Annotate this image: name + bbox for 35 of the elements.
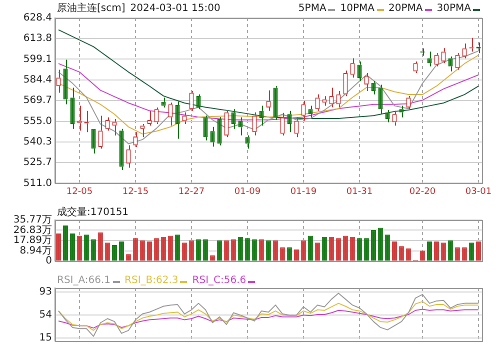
y-tick-label: 511.0: [23, 178, 52, 189]
x-tick-label: 01-31: [346, 186, 373, 197]
x-tick-label: 01-19: [290, 186, 317, 197]
y-tick-label: 17.89万: [13, 235, 52, 246]
x-tick-label: 12-15: [122, 186, 149, 197]
y-tick-label: 628.4: [23, 12, 52, 24]
legend-label: 10PMA: [340, 3, 375, 14]
y-tick-label: 599.1: [23, 54, 52, 65]
chart-title: 成交量:170151: [57, 207, 129, 219]
legend-label: RSI_C:56.6: [192, 275, 246, 286]
legend-label: 5PMA: [298, 3, 326, 14]
y-tick-label: 540.3: [23, 136, 52, 148]
legend-label: 20PMA: [388, 3, 423, 14]
y-tick-label: 0: [46, 256, 52, 267]
y-tick-label: 93: [39, 286, 52, 298]
chart-subtitle: 2024-03-01 15:00: [130, 3, 220, 15]
y-tick-label: 555.0: [23, 116, 52, 127]
legend-label: 30PMA: [436, 3, 471, 14]
x-tick-label: 02-20: [409, 186, 436, 197]
y-tick-label: 525.7: [23, 157, 52, 168]
y-tick-label: 35.77万: [13, 214, 52, 226]
chart-title: 原油主连[scm]: [57, 3, 126, 15]
x-tick-label: 12-05: [66, 186, 93, 197]
y-tick-label: 26.83万: [13, 224, 52, 236]
y-tick-label: 15: [39, 332, 52, 344]
y-tick-label: 569.7: [23, 95, 52, 106]
y-tick-label: 584.4: [23, 74, 52, 86]
legend-label: RSI_A:66.1: [57, 275, 111, 286]
x-tick-label: 03-01: [465, 186, 492, 197]
x-tick-label: 12-27: [178, 186, 205, 197]
x-tick-label: 01-09: [234, 186, 261, 197]
legend-label: RSI_B:62.3: [124, 275, 178, 286]
y-tick-label: 613.8: [23, 33, 52, 44]
y-tick-label: 54: [39, 310, 52, 321]
y-tick-label: 8.94万: [20, 245, 52, 256]
